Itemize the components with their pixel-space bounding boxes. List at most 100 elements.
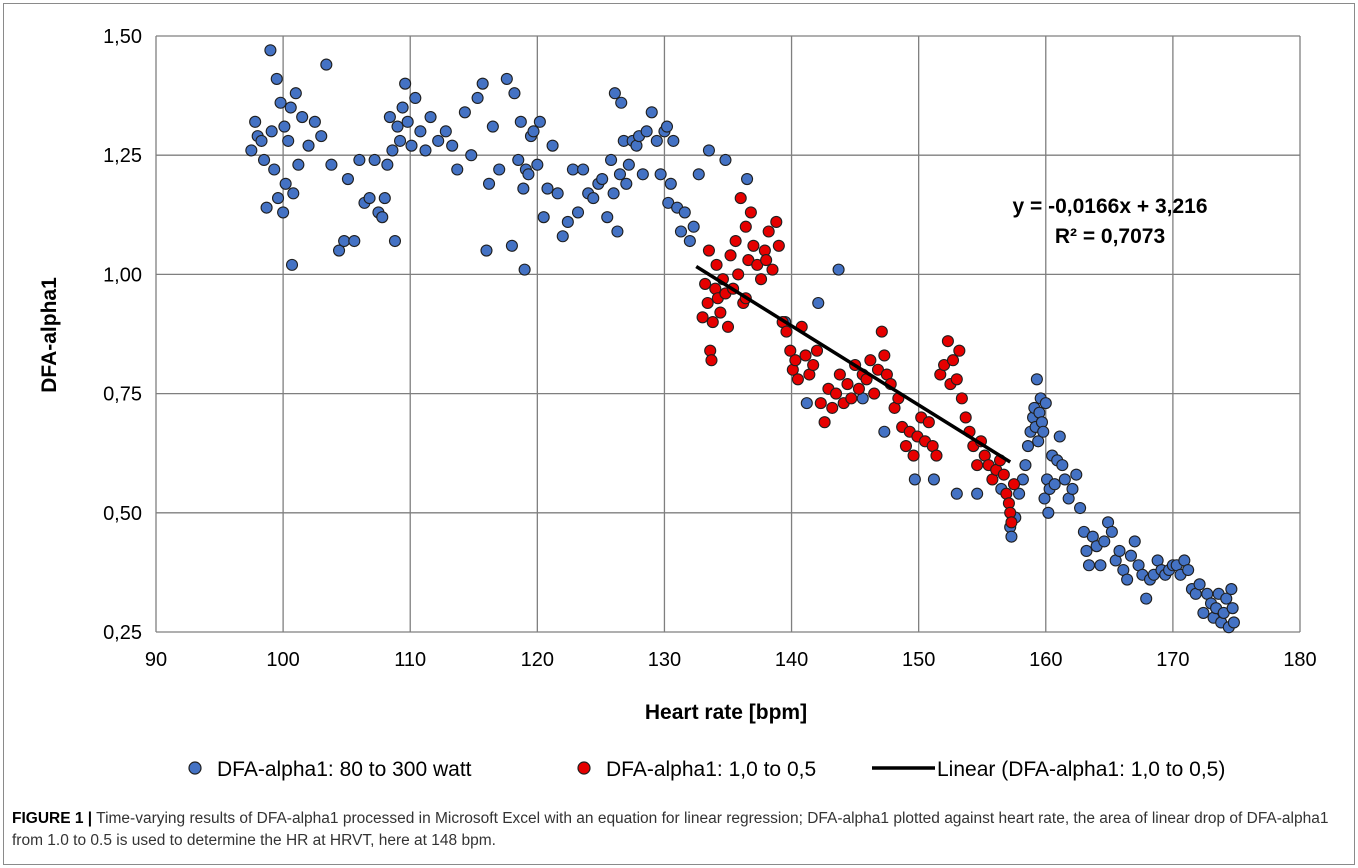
data-point — [486, 120, 499, 133]
data-point — [386, 144, 399, 157]
data-point — [302, 139, 315, 152]
data-point — [667, 134, 680, 147]
data-point — [533, 115, 546, 128]
data-point — [391, 120, 404, 133]
data-point — [1058, 473, 1071, 486]
data-point — [908, 473, 921, 486]
data-point — [577, 163, 590, 176]
data-point — [353, 153, 366, 167]
data-point — [687, 220, 700, 233]
data-point — [739, 220, 752, 233]
data-point — [1013, 487, 1026, 500]
data-point — [615, 96, 628, 109]
data-point — [959, 411, 972, 424]
data-point — [315, 130, 328, 143]
x-tick-label: 100 — [266, 649, 299, 671]
data-point — [537, 211, 550, 224]
data-point — [1193, 578, 1206, 591]
data-point — [812, 296, 825, 310]
data-point — [396, 101, 409, 114]
data-point — [845, 392, 858, 405]
data-point — [376, 211, 389, 224]
data-point — [500, 72, 513, 85]
data-point — [650, 134, 663, 147]
scatter-chart: 90 100 110 120 130 140 150 160 170 180 0,25 0,50 0,7… — [38, 26, 1317, 781]
data-point — [480, 244, 493, 257]
data-point — [527, 125, 540, 138]
data-point — [1226, 602, 1239, 615]
data-point — [401, 115, 414, 128]
y-tick-label: 0,75 — [103, 384, 142, 406]
x-tick-label: 130 — [648, 649, 681, 671]
y-axis-title: DFA-alpha1 — [38, 277, 61, 393]
data-point — [1038, 492, 1051, 505]
data-point — [674, 225, 688, 238]
y-tick-label: 0,25 — [103, 622, 142, 644]
data-point — [505, 239, 518, 252]
caption-text: Time-varying results of DFA-alpha1 proce… — [12, 810, 1329, 849]
y-tick-label: 1,50 — [103, 26, 142, 48]
data-point — [394, 134, 407, 147]
data-point — [721, 320, 735, 333]
x-tick-label: 110 — [394, 649, 426, 671]
data-point — [807, 358, 820, 372]
data-point — [864, 354, 877, 367]
data-point — [482, 177, 496, 190]
data-point — [772, 239, 785, 252]
data-point — [282, 134, 295, 147]
data-point — [277, 206, 290, 219]
data-point — [868, 387, 881, 400]
data-point — [608, 87, 621, 100]
data-point — [744, 206, 757, 219]
data-point — [799, 349, 812, 362]
data-point — [714, 306, 727, 319]
data-point — [451, 163, 464, 176]
data-point — [640, 125, 653, 138]
data-point — [1030, 373, 1043, 386]
x-tick-label: 90 — [145, 649, 167, 671]
data-point — [760, 254, 773, 267]
data-point — [702, 244, 715, 257]
data-point — [741, 172, 754, 186]
data-point — [566, 163, 579, 176]
trend-r2: R² = 0,7073 — [1055, 225, 1165, 248]
data-point — [1042, 506, 1055, 519]
data-point — [611, 225, 624, 238]
data-point — [1227, 616, 1240, 629]
data-point — [257, 153, 271, 167]
data-point — [514, 115, 527, 128]
data-point — [955, 392, 968, 405]
data-point — [296, 111, 309, 124]
data-point — [770, 215, 783, 229]
data-point — [1007, 478, 1021, 491]
data-point — [270, 72, 283, 85]
y-tick-label: 1,00 — [103, 264, 142, 286]
data-point — [724, 249, 737, 262]
data-point — [308, 115, 321, 128]
figure-caption: FIGURE 1 | Time-varying results of DFA-a… — [12, 808, 1342, 852]
data-point — [1140, 592, 1153, 605]
data-point — [826, 401, 839, 414]
data-point — [766, 263, 779, 276]
data-point — [841, 378, 854, 391]
data-point — [1094, 559, 1107, 572]
data-point — [1113, 544, 1126, 557]
data-point — [678, 206, 691, 219]
data-point — [878, 425, 891, 438]
data-point — [971, 487, 984, 500]
data-point — [734, 192, 747, 205]
data-point — [271, 192, 285, 205]
data-point — [791, 373, 804, 386]
data-point — [729, 234, 742, 248]
data-point — [660, 120, 674, 133]
data-point — [852, 382, 865, 395]
data-point — [1056, 459, 1069, 472]
data-point — [517, 182, 530, 195]
data-point — [899, 439, 913, 453]
data-point — [601, 211, 614, 224]
data-point — [645, 106, 658, 119]
data-point — [561, 215, 574, 229]
data-point — [719, 153, 732, 167]
data-point — [518, 263, 531, 276]
trend-equation: y = -0,0166x + 3,216 — [1013, 195, 1208, 218]
